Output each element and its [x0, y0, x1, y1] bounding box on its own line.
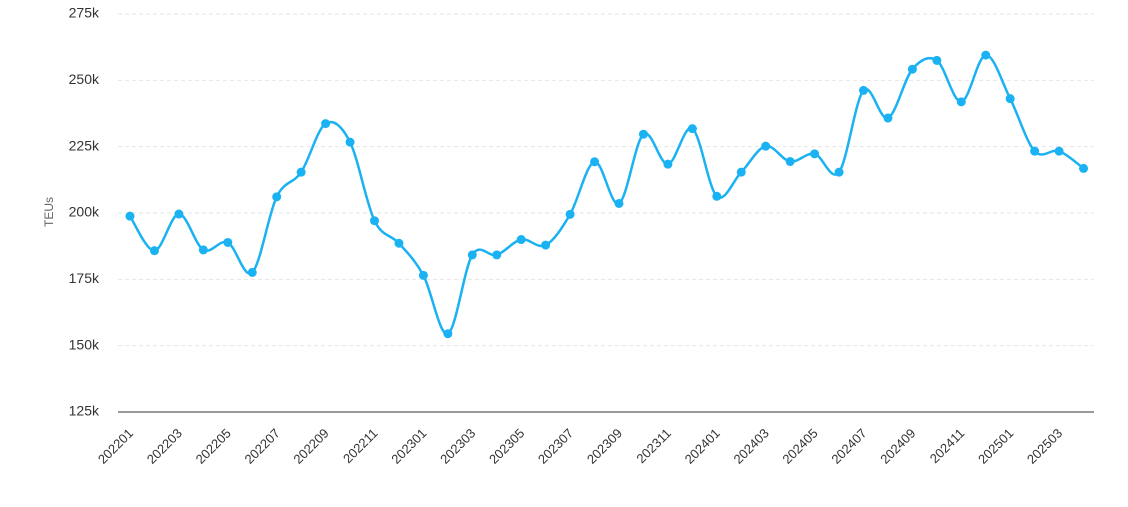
data-point[interactable] [492, 250, 502, 260]
data-point[interactable] [296, 167, 306, 177]
data-point[interactable] [370, 216, 379, 226]
x-tick-label: 202211 [340, 426, 381, 467]
data-point[interactable] [687, 124, 697, 134]
x-tick-label: 202501 [975, 426, 1016, 467]
data-point[interactable] [467, 250, 477, 260]
data-point[interactable] [1030, 146, 1040, 156]
data-point[interactable] [1054, 146, 1064, 156]
data-point[interactable] [565, 209, 575, 219]
data-point[interactable] [345, 137, 355, 147]
x-tick-label: 202503 [1024, 426, 1065, 467]
data-point[interactable] [638, 129, 648, 139]
x-tick-label: 202309 [584, 426, 625, 467]
series-layer [125, 50, 1089, 339]
y-tick-label: 275k [69, 5, 100, 21]
data-point[interactable] [736, 167, 746, 177]
x-tick-label: 202311 [633, 426, 674, 467]
x-tick-label: 202203 [144, 426, 185, 467]
y-axis-label: TEUs [42, 197, 56, 227]
y-tick-label: 250k [69, 71, 100, 87]
y-tick-label: 225k [69, 137, 100, 153]
x-tick-label: 202205 [193, 426, 234, 467]
x-tick-label: 202301 [388, 426, 429, 467]
x-axis: 202201 202203 202205 202207 202209 202211 2023… [95, 411, 1094, 467]
data-point[interactable] [810, 149, 820, 159]
data-point[interactable] [516, 235, 526, 245]
x-tick-label: 202201 [95, 426, 136, 467]
data-point[interactable] [418, 270, 428, 280]
data-point[interactable] [223, 237, 233, 247]
data-point[interactable] [932, 55, 942, 65]
y-tick-label: 200k [69, 204, 100, 220]
y-tick-label: 125k [69, 403, 100, 419]
series-line [128, 53, 1085, 335]
data-point[interactable] [443, 329, 453, 339]
data-point[interactable] [761, 141, 771, 151]
data-point[interactable] [321, 119, 331, 129]
y-tick-label: 175k [69, 270, 100, 286]
data-point[interactable] [907, 64, 917, 74]
data-point[interactable] [247, 267, 257, 277]
data-point[interactable] [859, 85, 868, 95]
x-tick-label: 202409 [877, 426, 918, 467]
data-point[interactable] [956, 97, 966, 107]
data-point[interactable] [1079, 163, 1089, 173]
data-point[interactable] [174, 209, 184, 219]
data-point[interactable] [785, 157, 795, 167]
data-point[interactable] [663, 159, 673, 169]
x-tick-label: 202305 [486, 426, 527, 467]
data-point[interactable] [1005, 94, 1015, 104]
data-point[interactable] [149, 246, 159, 256]
y-axis: 125k 150k 175k 200k 225k 250k 275k [69, 5, 100, 419]
data-point[interactable] [541, 240, 551, 250]
x-tick-label: 202407 [828, 426, 869, 467]
data-point[interactable] [712, 191, 722, 201]
data-point[interactable] [981, 50, 991, 60]
x-tick-label: 202405 [779, 426, 820, 467]
data-point[interactable] [198, 245, 208, 255]
data-point[interactable] [394, 238, 404, 248]
grid-layer [118, 13, 1094, 347]
data-point[interactable] [883, 113, 893, 123]
x-tick-label: 202209 [290, 426, 331, 467]
x-tick-label: 202401 [682, 426, 723, 467]
data-point[interactable] [590, 157, 600, 167]
data-point[interactable] [272, 192, 282, 202]
data-point[interactable] [834, 167, 844, 177]
x-tick-label: 202411 [927, 426, 968, 467]
data-point[interactable] [125, 211, 135, 221]
x-tick-label: 202207 [242, 426, 283, 467]
y-tick-label: 150k [69, 336, 100, 352]
x-tick-label: 202307 [535, 426, 576, 467]
x-tick-label: 202303 [437, 426, 478, 467]
data-point[interactable] [614, 198, 624, 208]
x-tick-label: 202403 [731, 426, 772, 467]
